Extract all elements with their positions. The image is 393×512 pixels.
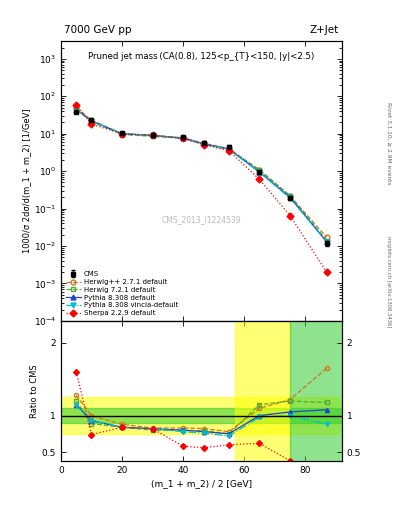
Text: 7000 GeV pp: 7000 GeV pp: [64, 26, 131, 35]
Text: Z+Jet: Z+Jet: [310, 26, 339, 35]
Text: CMS_2013_I1224539: CMS_2013_I1224539: [162, 216, 241, 225]
Legend: CMS, Herwig++ 2.7.1 default, Herwig 7.2.1 default, Pythia 8.308 default, Pythia : CMS, Herwig++ 2.7.1 default, Herwig 7.2.…: [64, 270, 180, 317]
X-axis label: (m_1 + m_2) / 2 [GeV]: (m_1 + m_2) / 2 [GeV]: [151, 479, 252, 488]
Bar: [290, 270, 342, 488]
Text: mcplots.cern.ch [arXiv:1306.3436]: mcplots.cern.ch [arXiv:1306.3436]: [386, 236, 391, 327]
Bar: [235, 270, 290, 488]
Text: Rivet 3.1.10, ≥ 2.9M events: Rivet 3.1.10, ≥ 2.9M events: [386, 102, 391, 185]
Text: Pruned jet mass (CA(0.8), 125<p_{T}<150, |y|<2.5): Pruned jet mass (CA(0.8), 125<p_{T}<150,…: [88, 52, 314, 61]
Bar: [61, 409, 342, 423]
Y-axis label: Ratio to CMS: Ratio to CMS: [30, 364, 39, 418]
Bar: [61, 397, 342, 434]
Y-axis label: 1000/σ 2dσ/d(m_1 + m_2) [1/GeV]: 1000/σ 2dσ/d(m_1 + m_2) [1/GeV]: [22, 109, 31, 253]
